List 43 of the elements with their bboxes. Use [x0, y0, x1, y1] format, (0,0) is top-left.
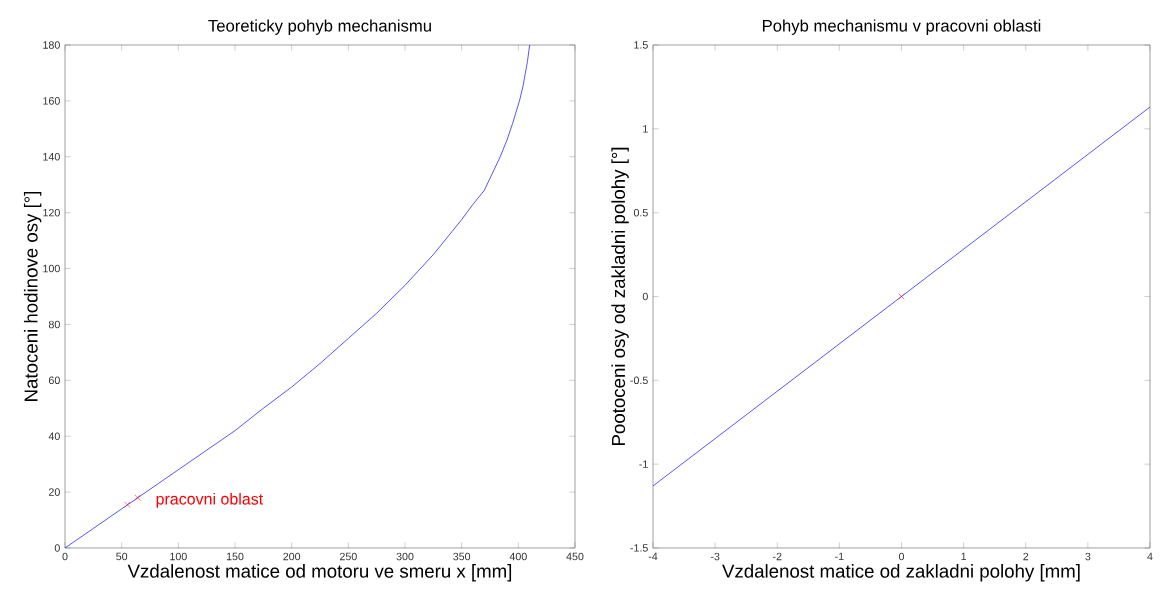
- x-tick-label: 300: [396, 552, 414, 561]
- x-tick-label: 0: [62, 552, 68, 561]
- x-tick-label: 250: [339, 552, 357, 561]
- annotation: pracovni oblast: [156, 492, 264, 508]
- x-axis-title: Vzdalenost matice od zakladni polohy [mm]: [722, 564, 1080, 582]
- x-tick-label: -3: [710, 552, 720, 561]
- x-tick-label: 400: [509, 552, 527, 561]
- x-tick-label: -1: [835, 552, 844, 561]
- y-tick-label: 1: [643, 125, 648, 133]
- x-tick-label: 3: [1085, 552, 1091, 561]
- y-tick-label: -0.5: [630, 376, 648, 385]
- y-axis-title: Natoceni hodinove osy [°]: [23, 191, 42, 401]
- y-tick-label: 80: [48, 320, 60, 329]
- y-tick-label: 0: [54, 544, 60, 552]
- x-tick-label: -4: [648, 552, 658, 561]
- y-tick-label: 160: [43, 97, 60, 105]
- y-tick-label: 140: [43, 152, 60, 161]
- x-tick-label: 150: [226, 552, 244, 561]
- x-tick-label: 50: [116, 552, 128, 561]
- x-tick-label: 2: [1023, 552, 1029, 561]
- x-tick-label: 100: [170, 552, 187, 561]
- y-axis-title: Pootoceni osy od zakladni polohy [°]: [611, 147, 629, 446]
- y-tick-label: 60: [48, 376, 60, 385]
- y-tick-label: 1.5: [634, 41, 648, 49]
- y-tick-label: 20: [48, 488, 60, 496]
- x-tick-label: 0: [898, 552, 905, 561]
- y-tick-label: 0: [642, 292, 648, 301]
- y-tick-label: -1.5: [630, 544, 648, 552]
- y-tick-label: 180: [43, 41, 60, 49]
- y-tick-label: -1: [639, 460, 648, 468]
- x-tick-label: -2: [772, 552, 782, 561]
- x-tick-label: 200: [283, 552, 301, 561]
- chart-title: Pohyb mechanismu v pracovni oblasti: [762, 19, 1041, 35]
- x-tick-label: 4: [1147, 552, 1153, 561]
- x-tick-label: 350: [453, 552, 471, 561]
- y-tick-label: 40: [48, 432, 60, 440]
- chart-title: Teoreticky pohyb mechanismu: [208, 19, 431, 35]
- y-tick-label: 100: [43, 264, 60, 273]
- x-tick-label: 1: [961, 552, 967, 561]
- x-tick-label: 450: [566, 552, 584, 561]
- y-tick-label: 0.5: [633, 208, 648, 217]
- x-axis-title: Vzdalenost matice od motoru ve smeru x [mm]: [127, 564, 512, 582]
- y-tick-label: 120: [43, 208, 60, 217]
